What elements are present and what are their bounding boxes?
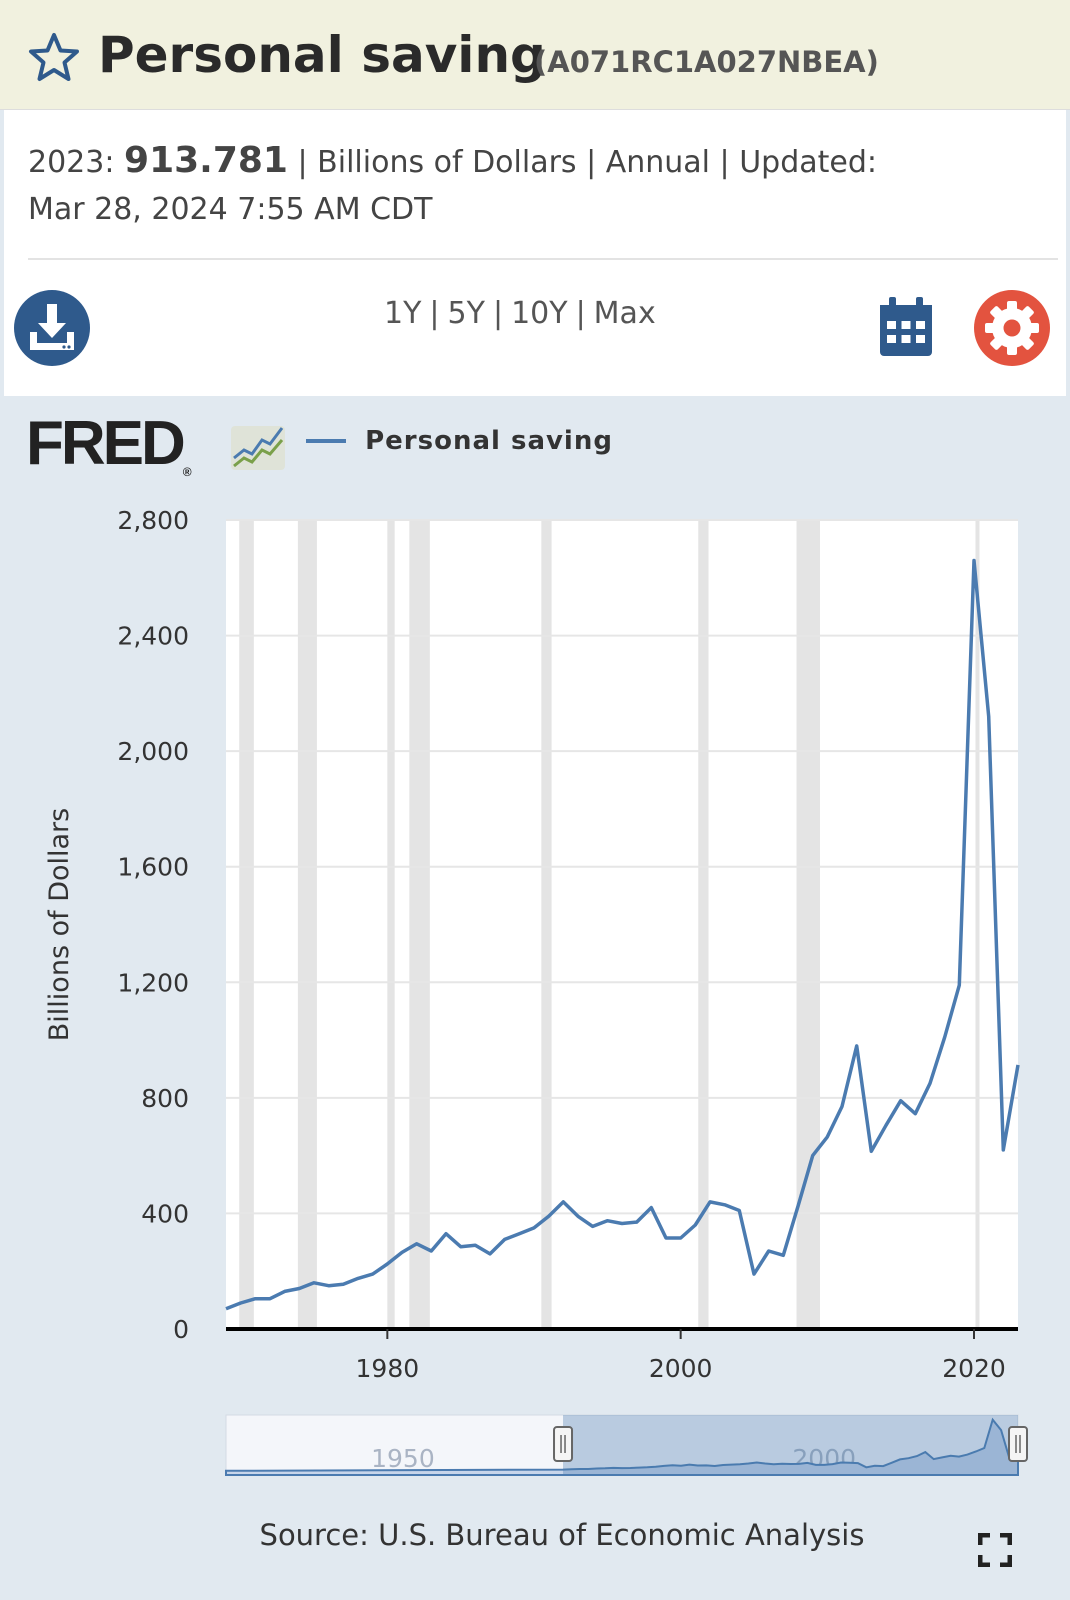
range-1y[interactable]: 1Y — [384, 296, 422, 331]
fullscreen-icon[interactable] — [978, 1533, 1012, 1567]
settings-button[interactable] — [974, 290, 1050, 366]
navigator-handle-left[interactable] — [553, 1426, 574, 1462]
y-axis-label: Billions of Dollars — [44, 808, 75, 1041]
recession-band — [698, 520, 709, 1329]
y-tick-label: 400 — [141, 1199, 189, 1228]
fred-registered-mark: ® — [182, 465, 192, 479]
recession-band — [239, 520, 254, 1329]
x-tick-label: 1980 — [356, 1354, 420, 1383]
title-bar: Personal saving (A071RC1A027NBEA) — [0, 0, 1070, 110]
latest-year: 2023: — [28, 145, 115, 180]
star-icon[interactable] — [28, 32, 80, 82]
series-id: (A071RC1A027NBEA) — [534, 45, 879, 79]
legend-label: Personal saving — [365, 426, 613, 456]
info-line-1: 2023: 913.781 | Billions of Dollars | An… — [28, 140, 877, 181]
x-tick-label: 2000 — [649, 1354, 713, 1383]
latest-value: 913.781 — [124, 140, 288, 181]
divider — [28, 258, 1058, 260]
range-separator: | — [429, 296, 440, 331]
range-selector: 1Y | 5Y | 10Y | Max — [384, 296, 656, 331]
recession-band — [975, 520, 980, 1329]
y-tick-label: 1,200 — [117, 968, 189, 997]
recession-band — [796, 520, 820, 1329]
y-tick-label: 2,800 — [117, 506, 189, 535]
legend-swatch — [306, 439, 346, 443]
range-max[interactable]: Max — [593, 296, 656, 331]
series-line-personal-saving — [225, 558, 1020, 1311]
y-tick-label: 2,000 — [117, 737, 189, 766]
navigator-selection — [563, 1415, 1018, 1475]
range-separator: | — [575, 296, 586, 331]
y-tick-label: 2,400 — [117, 622, 189, 651]
y-tick-label: 0 — [173, 1315, 189, 1344]
page-title: Personal saving — [98, 26, 546, 84]
download-button[interactable] — [14, 290, 90, 366]
y-tick-label: 1,600 — [117, 853, 189, 882]
recession-band — [541, 520, 552, 1329]
recession-band — [409, 520, 430, 1329]
gear-icon — [985, 301, 1039, 355]
plot-area — [226, 520, 1018, 1329]
navigator-tick-label: 1950 — [371, 1444, 435, 1473]
fred-graph-icon — [231, 426, 285, 470]
fred-logo-text: FRED — [26, 409, 186, 478]
download-icon — [30, 304, 74, 350]
fred-logo: FRED® — [26, 408, 192, 479]
range-5y[interactable]: 5Y — [447, 296, 485, 331]
calendar-icon[interactable] — [878, 296, 934, 358]
navigator-series-area — [225, 1417, 1019, 1476]
range-10y[interactable]: 10Y — [511, 296, 568, 331]
info-panel: 2023: 913.781 | Billions of Dollars | An… — [4, 110, 1066, 396]
recession-band — [387, 520, 395, 1329]
source-note: Source: U.S. Bureau of Economic Analysis — [259, 1518, 865, 1552]
updated-date: Mar 28, 2024 7:55 AM CDT — [28, 192, 433, 227]
x-tick-label: 2020 — [942, 1354, 1006, 1383]
units-frequency: | Billions of Dollars | Annual | Updated… — [297, 145, 877, 180]
chart: 0 400 800 1,200 1,600 2,000 2,400 2,800 1980 2000… — [44, 506, 1028, 1476]
range-separator: | — [492, 296, 504, 331]
y-tick-label: 800 — [141, 1084, 189, 1113]
legend: Personal saving — [306, 426, 613, 456]
navigator-handle-right[interactable] — [1008, 1426, 1028, 1462]
recession-band — [297, 520, 317, 1329]
